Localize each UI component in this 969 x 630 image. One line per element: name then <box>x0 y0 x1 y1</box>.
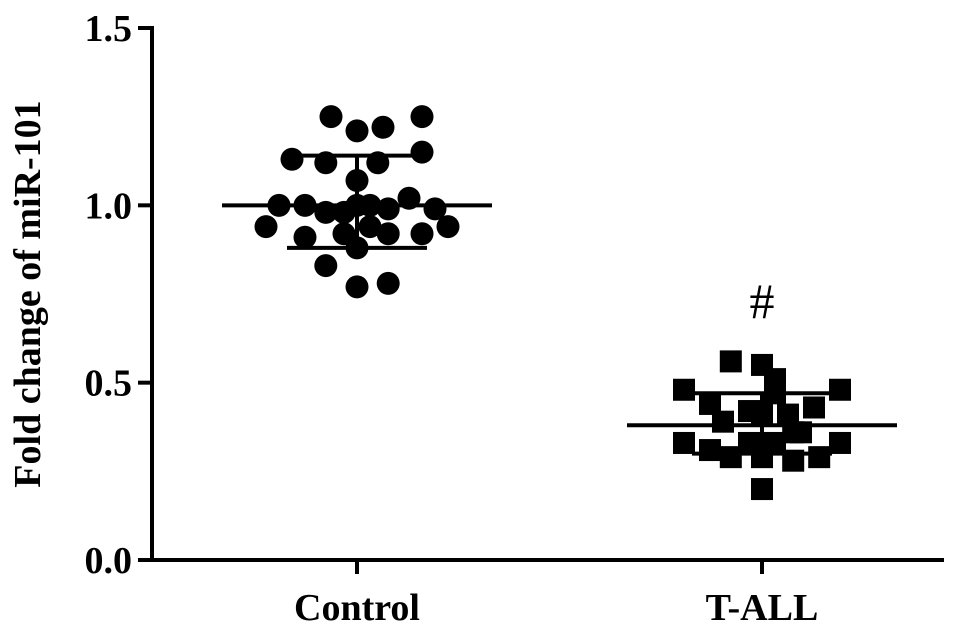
x-ticks: Control T-ALL <box>294 560 818 629</box>
summary-bars <box>222 153 897 456</box>
y-tick-label: 0.5 <box>85 363 133 405</box>
data-point <box>777 403 799 426</box>
data-point <box>280 147 304 171</box>
data-point <box>808 446 831 469</box>
data-point <box>423 197 447 221</box>
y-tick-label: 1.5 <box>85 8 133 50</box>
y-tick-label: 1.0 <box>85 185 133 227</box>
data-point <box>673 378 695 401</box>
data-point <box>376 197 400 221</box>
data-point <box>410 222 434 246</box>
annotations: # <box>750 273 775 329</box>
data-point <box>829 378 851 401</box>
data-point <box>712 410 734 433</box>
data-point <box>673 431 695 454</box>
data-point <box>371 115 395 139</box>
data-point <box>410 105 434 129</box>
y-axis-title: Fold change of miR-101 <box>7 100 49 487</box>
data-point <box>764 431 786 454</box>
data-point <box>829 431 851 454</box>
x-tick-label: T-ALL <box>706 587 819 629</box>
y-tick-label: 0.0 <box>85 540 133 582</box>
data-point <box>254 215 278 239</box>
data-point <box>293 225 317 249</box>
data-point <box>803 396 825 419</box>
data-point <box>764 368 786 391</box>
data-point <box>319 105 343 129</box>
data-point <box>376 271 400 295</box>
axes: 0.0 0.5 1.0 1.5 Control T-ALL <box>85 8 944 629</box>
data-point <box>699 439 721 462</box>
data-point <box>358 215 382 239</box>
data-point <box>410 140 434 164</box>
significance-mark: # <box>750 273 775 329</box>
data-point <box>345 275 369 299</box>
data-point <box>314 254 338 278</box>
data-point <box>699 392 721 415</box>
data-point <box>376 222 400 246</box>
data-point <box>436 215 460 239</box>
data-point <box>751 478 773 501</box>
data-point <box>345 119 369 143</box>
x-tick-label: Control <box>294 587 420 629</box>
y-ticks: 0.0 0.5 1.0 1.5 <box>85 8 152 582</box>
data-point <box>719 350 742 373</box>
